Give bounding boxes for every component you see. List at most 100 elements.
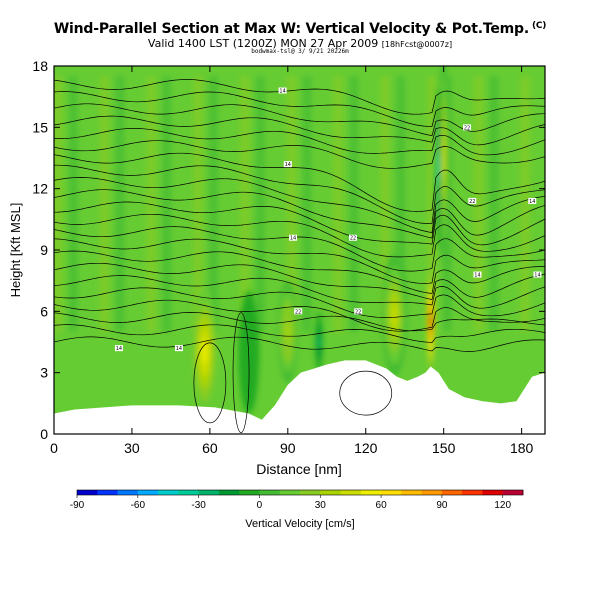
velocity-cell xyxy=(317,335,321,349)
contour-label-bg xyxy=(289,234,298,241)
colorbar-swatch xyxy=(320,490,341,495)
colorbar-swatch xyxy=(158,490,179,495)
contour-label-group: 14 xyxy=(473,271,482,279)
colorbar-label: Vertical Velocity [cm/s] xyxy=(245,518,355,530)
contour-label-bg xyxy=(174,345,183,352)
contour-label-bg xyxy=(528,197,537,204)
contour-label-group: 22 xyxy=(354,308,363,315)
velocity-stripe xyxy=(84,76,94,332)
contour-label: 14 xyxy=(176,346,182,352)
colorbar-swatch xyxy=(300,490,321,495)
pot-temp-contour xyxy=(54,287,545,318)
colorbar-swatch xyxy=(117,490,139,495)
contour-label-bg xyxy=(468,197,477,204)
velocity-cell xyxy=(429,311,433,332)
pot-temp-contour xyxy=(54,336,545,352)
colorbar-swatch xyxy=(421,490,443,495)
velocity-stripe xyxy=(489,76,499,332)
velocity-stripe xyxy=(318,76,328,332)
colorbar-swatch xyxy=(239,490,260,495)
colorbar-swatch xyxy=(198,490,220,495)
pot-temp-contour xyxy=(54,312,545,332)
y-tick-label: 3 xyxy=(40,365,48,381)
pot-temp-contour xyxy=(54,213,545,258)
pot-temp-contour xyxy=(54,177,545,234)
pot-temp-contour xyxy=(54,201,545,246)
axes: 0 30 60 90 120 150 180 0 3 6 9 12 15 18 xyxy=(32,58,545,456)
chart-info-line: bodwmax-tsl@ 3/ 9/21 20226m xyxy=(251,48,349,55)
contour-label: 22 xyxy=(350,236,356,242)
colorbar-swatch xyxy=(441,490,463,495)
contour-label: 14 xyxy=(116,346,122,352)
pot-temp-contour xyxy=(54,324,545,343)
velocity-stripe xyxy=(177,76,187,332)
colorbar-swatch xyxy=(482,490,504,495)
x-axis-label: Distance [nm] xyxy=(256,461,342,477)
velocity-cell xyxy=(442,137,446,179)
velocity-stripe xyxy=(224,76,234,332)
velocity-stripe xyxy=(255,76,265,332)
contour-label-group: 22 xyxy=(349,234,358,242)
velocity-stripe xyxy=(193,76,203,332)
contour-label-group: 22 xyxy=(463,124,472,131)
contour-label-group: 14 xyxy=(289,234,298,242)
velocity-stripe xyxy=(505,76,515,332)
velocity-stripe xyxy=(333,76,343,332)
contour-label-bg xyxy=(473,271,482,278)
chart-subtitle: Valid 1400 LST (1200Z) MON 27 Apr 2009 [… xyxy=(147,37,453,50)
y-tick-label: 9 xyxy=(40,242,48,258)
pot-temp-contour xyxy=(54,128,545,156)
y-tick-label: 18 xyxy=(32,58,48,74)
velocity-stripe xyxy=(162,76,172,332)
x-tick-label: 120 xyxy=(354,440,378,456)
colorbar-swatch xyxy=(137,490,159,495)
y-axis-label: Height [Kft MSL] xyxy=(8,203,23,298)
pot-temp-contour xyxy=(54,226,545,272)
pot-temp-contour xyxy=(54,91,545,127)
velocity-features xyxy=(191,66,449,414)
colorbar-swatch xyxy=(259,490,281,495)
contour-label-group: 14 xyxy=(114,345,123,352)
velocity-stripe xyxy=(146,76,156,332)
y-tick-label: 6 xyxy=(40,303,48,319)
colorbar-swatch xyxy=(360,490,382,495)
contour-label-bg xyxy=(463,124,472,131)
contour-label-bg xyxy=(283,161,292,168)
velocity-stripe xyxy=(131,76,141,332)
chart-title: Wind-Parallel Section at Max W: Vertical… xyxy=(53,21,547,37)
colorbar-tick-label: -60 xyxy=(131,500,146,511)
colorbar-swatch xyxy=(178,490,200,495)
colorbar-tick-label: 60 xyxy=(376,500,388,511)
contour-label: 14 xyxy=(529,199,535,205)
colorbar-frame xyxy=(76,489,524,496)
contour-label: 22 xyxy=(469,199,475,205)
contour-label: 14 xyxy=(474,273,480,279)
velocity-stripe xyxy=(427,76,437,332)
velocity-cell xyxy=(436,151,440,185)
colorbar-swatch xyxy=(381,490,402,495)
terrain xyxy=(54,360,545,434)
pot-temp-contour xyxy=(54,164,545,224)
colorbar-tick-label: -30 xyxy=(191,500,206,511)
contour-label-group: 14 xyxy=(533,271,542,279)
pot-temp-contour xyxy=(232,312,250,434)
contour-label-group: 22 xyxy=(294,308,303,315)
colorbar-swatch xyxy=(97,490,118,495)
contour-labels: 14 22 14 14 22 14 22 14 14 22 14 22 14 xyxy=(114,87,542,352)
contour-label: 22 xyxy=(355,309,361,315)
pot-temp-contour xyxy=(54,115,545,146)
contour-label-bg xyxy=(533,271,542,278)
contour-label-group: 14 xyxy=(528,197,537,205)
contour-label-bg xyxy=(294,308,303,315)
pot-temp-contour xyxy=(54,299,545,332)
contour-label: 14 xyxy=(279,89,285,95)
colorbar-tick-label: 0 xyxy=(257,500,263,511)
velocity-cell xyxy=(285,321,290,342)
x-tick-label: 90 xyxy=(280,440,296,456)
colorbar-tick-label: 90 xyxy=(436,500,448,511)
x-tick-label: 30 xyxy=(124,440,140,456)
y-tick-label: 12 xyxy=(32,181,48,197)
pot-temp-contours xyxy=(54,79,545,434)
